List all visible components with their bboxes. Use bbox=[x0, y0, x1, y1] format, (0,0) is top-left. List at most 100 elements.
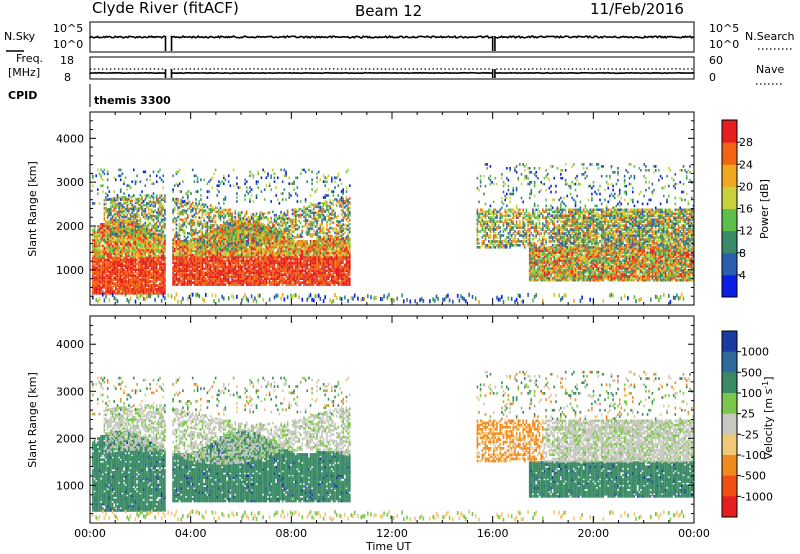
power-cell bbox=[250, 241, 253, 244]
power-cell bbox=[208, 241, 210, 245]
power-cell bbox=[133, 282, 135, 285]
power-cell bbox=[100, 254, 102, 258]
power-cell bbox=[200, 246, 202, 249]
power-cell bbox=[160, 226, 163, 229]
power-cell bbox=[254, 236, 256, 239]
power-cell bbox=[239, 225, 241, 228]
power-cell bbox=[151, 182, 153, 185]
power-cell bbox=[285, 235, 287, 239]
power-cell bbox=[137, 254, 140, 258]
power-cell bbox=[173, 201, 176, 204]
power-cell bbox=[103, 262, 106, 266]
power-cell bbox=[164, 234, 166, 238]
power-cell bbox=[182, 296, 184, 301]
power-cell bbox=[105, 236, 107, 240]
power-cell bbox=[115, 282, 117, 285]
power-cell bbox=[110, 256, 112, 260]
power-cell bbox=[205, 277, 207, 280]
power-cell bbox=[93, 286, 96, 289]
freq-trace bbox=[89, 71, 695, 75]
power-cell bbox=[252, 174, 255, 178]
power-cell bbox=[255, 212, 258, 215]
power-cell bbox=[106, 223, 109, 226]
power-cell bbox=[136, 207, 138, 210]
power-cell bbox=[98, 270, 101, 273]
power-cell bbox=[136, 262, 138, 266]
power-cell bbox=[137, 288, 140, 291]
power-cell bbox=[198, 216, 201, 219]
power-cell bbox=[110, 286, 112, 289]
power-cell bbox=[113, 236, 115, 240]
power-cell bbox=[259, 211, 261, 215]
power-cell bbox=[133, 278, 135, 281]
power-cell bbox=[221, 224, 223, 228]
power-cell bbox=[115, 274, 117, 277]
power-cell bbox=[123, 225, 125, 229]
power-cell bbox=[142, 258, 145, 262]
power-cell bbox=[159, 229, 161, 233]
power-cell bbox=[102, 178, 104, 182]
power-cell bbox=[121, 250, 124, 254]
power-cell bbox=[121, 274, 124, 277]
power-cell bbox=[136, 254, 138, 258]
power-cell bbox=[160, 298, 163, 303]
power-cell bbox=[223, 240, 225, 243]
power-cell bbox=[280, 168, 282, 172]
power-cell bbox=[93, 202, 96, 205]
power-cell bbox=[173, 273, 176, 276]
power-cell bbox=[119, 242, 122, 246]
power-cell bbox=[110, 254, 112, 258]
power-cell bbox=[134, 221, 137, 224]
power-cell bbox=[275, 186, 277, 189]
power-cell bbox=[139, 250, 142, 254]
power-cell bbox=[157, 268, 160, 271]
power-cell bbox=[137, 282, 140, 285]
power-cell bbox=[205, 203, 207, 207]
power-cell bbox=[136, 236, 138, 240]
power-cell bbox=[255, 194, 258, 197]
power-cell bbox=[124, 272, 127, 275]
power-cell bbox=[147, 206, 150, 209]
power-cell bbox=[129, 292, 132, 295]
power-cell bbox=[273, 180, 276, 183]
power-cell bbox=[154, 297, 156, 302]
power-cell bbox=[191, 253, 194, 257]
power-cell bbox=[119, 252, 122, 256]
power-cell bbox=[257, 186, 259, 189]
power-cell bbox=[201, 203, 204, 206]
power-cell bbox=[116, 276, 119, 279]
power-cell bbox=[97, 230, 99, 234]
power-cell bbox=[105, 288, 107, 291]
power-cell bbox=[111, 280, 114, 283]
power-cell bbox=[218, 208, 220, 212]
power-cell bbox=[155, 233, 158, 236]
power-cell bbox=[123, 198, 125, 201]
power-cell bbox=[119, 204, 122, 207]
power-cell bbox=[126, 202, 129, 205]
power-cell bbox=[124, 236, 127, 240]
power-cell bbox=[128, 224, 130, 228]
power-cell bbox=[105, 234, 107, 237]
power-cell bbox=[277, 176, 279, 180]
power-cell bbox=[216, 244, 219, 247]
power-cell bbox=[105, 238, 107, 242]
power-cell bbox=[97, 228, 99, 232]
power-cell bbox=[151, 254, 153, 258]
power-cell bbox=[103, 280, 106, 283]
power-cell bbox=[115, 204, 117, 208]
power-cell bbox=[203, 238, 205, 242]
power-cell bbox=[118, 254, 120, 258]
power-cell bbox=[119, 240, 122, 244]
power-cell bbox=[115, 238, 117, 242]
power-cell bbox=[226, 265, 228, 269]
power-cell bbox=[113, 240, 115, 244]
power-cell bbox=[110, 201, 112, 205]
power-cell bbox=[115, 216, 117, 220]
power-cell bbox=[133, 290, 135, 293]
power-cell bbox=[134, 278, 137, 281]
power-cell bbox=[147, 222, 150, 225]
power-cell bbox=[137, 219, 140, 222]
power-cell bbox=[242, 228, 245, 232]
power-cell bbox=[102, 282, 104, 285]
power-cell bbox=[116, 194, 119, 197]
